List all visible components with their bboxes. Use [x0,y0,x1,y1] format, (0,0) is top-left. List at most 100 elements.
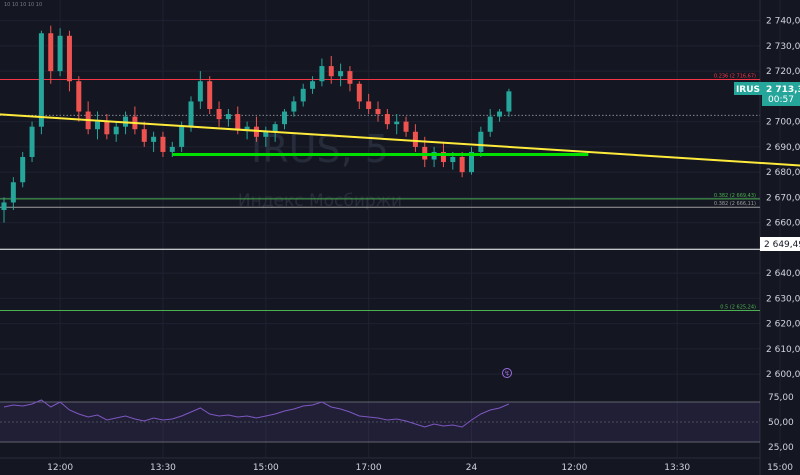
candle-body [235,114,241,130]
time-tick-label: 24 [466,463,478,473]
fib-level-label: 0.382 (2 669,43) [714,193,756,199]
candle-body [76,81,82,112]
time-tick-label: 13:30 [664,463,690,473]
candle-body [225,114,231,120]
price-tick-label: 2 660,00 [766,219,800,229]
alert-icon[interactable]: ↯ [502,368,512,378]
candle-body [207,81,213,110]
time-axis[interactable]: 12:0013:3015:0017:002412:0013:3015:0017:… [47,463,800,473]
candle-body [57,35,63,72]
candle-body [412,131,418,147]
price-badges: IRUS 2 713,34 00:57 2 649,49 [734,82,800,251]
candle-body [469,151,474,173]
price-badge-countdown: 00:57 [768,95,794,105]
svg-text:↯: ↯ [504,370,510,378]
price-tick-label: 2 680,00 [766,168,800,178]
time-tick-label: 17:00 [356,463,382,473]
time-tick-label: 12:00 [561,463,587,473]
price-tick-label: 2 600,00 [766,370,800,380]
candle-body [291,101,297,112]
candle-body [478,131,484,152]
candle-body [113,126,119,135]
price-badge-ticker-bg [734,82,762,95]
level-badge-value: 2 649,49 [764,240,800,250]
candle-body [347,71,353,84]
fib-level-label: 0.382 (2 666,11) [714,201,756,207]
price-tick-label: 2 640,00 [766,269,800,279]
price-tick-label: 2 630,00 [766,294,800,304]
candle-body [197,81,203,102]
price-tick-label: 2 740,00 [766,17,800,27]
candle-body [506,91,512,112]
candle-body [282,111,287,125]
candle-body [20,156,26,183]
candle-body [394,121,400,125]
yellow-trendline [0,113,800,167]
price-badge-bg [762,82,800,106]
rsi-tick-label: 25,00 [768,443,794,453]
candles [1,25,512,223]
time-tick-label: 15:00 [767,463,793,473]
price-tick-label: 2 730,00 [766,42,800,52]
candle-body [338,71,344,77]
candle-body [38,33,44,127]
candle-body [450,156,456,163]
rsi-tick-label: 50,00 [768,418,794,428]
candle-body [141,129,147,142]
watermark-symbol: IRUS, 5 [251,127,389,171]
candle-body [440,151,446,163]
candle-body [497,111,503,117]
price-tick-label: 2 620,00 [766,320,800,330]
candle-body [244,126,250,130]
candle-body [188,101,194,127]
level-badge-bg [760,237,800,251]
fib-level-label: 0.5 (2 625,24) [720,304,756,310]
time-tick-label: 13:30 [150,463,176,473]
time-tick-label: 15:00 [253,463,279,473]
rsi-tick-label: 75,00 [768,393,794,403]
candle-body [1,202,7,211]
watermark-exchange: Индекс Мосбиржи [238,191,402,211]
candle-body [459,156,465,173]
candle-body [319,66,325,82]
candle-body [263,131,269,137]
candle-body [66,35,72,82]
horizontal-levels: 0.236 (2 716,67) 0.382 (2 669,43) 0.382 (2… [0,74,760,311]
candle-body [310,81,316,89]
candle-body [300,88,306,102]
rsi-line [3,399,510,428]
time-tick-label: 12:00 [47,463,73,473]
candle-body [48,33,54,72]
fib-level-label: 0.236 (2 716,67) [714,74,756,80]
candle-body [10,182,16,203]
candle-body [160,136,166,152]
rsi-pane [0,399,760,443]
candle-body [366,101,372,110]
candle-body [95,121,100,130]
candle-body [29,126,35,157]
candle-body [487,116,493,132]
price-axis[interactable]: 2 740,00 2 730,00 2 720,00 2 700,00 2 690,00… [766,17,800,453]
price-tick-label: 2 720,00 [766,67,800,77]
price-tick-label: 2 690,00 [766,143,800,153]
candle-body [151,136,157,142]
candle-body [216,109,222,120]
price-tick-label: 2 700,00 [766,118,800,128]
price-tick-label: 2 670,00 [766,193,800,203]
price-badge-ticker: IRUS [736,85,760,95]
candle-body [384,114,390,125]
candle-body [104,121,110,135]
candle-body [179,126,185,147]
trendlines [0,113,800,167]
candle-body [403,121,409,132]
top-ticker-row: 10 10 10 10 10 [4,2,42,8]
price-tick-label: 2 610,00 [766,345,800,355]
candle-body [169,146,175,152]
candle-body [375,109,381,115]
price-badge-value: 2 713,34 [766,85,800,95]
candle-body [272,124,278,132]
candle-body [328,66,334,77]
